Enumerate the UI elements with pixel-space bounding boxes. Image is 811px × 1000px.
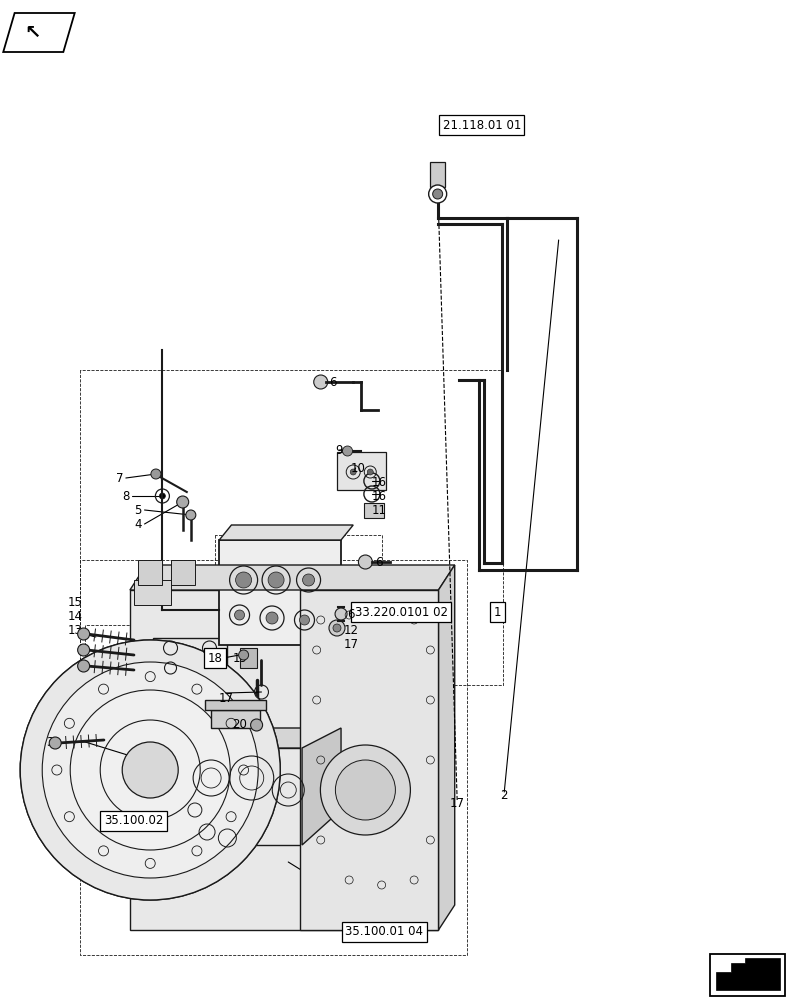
- Text: 33.220.0101 02: 33.220.0101 02: [354, 605, 448, 618]
- Text: 16: 16: [371, 476, 386, 488]
- Text: 7: 7: [116, 472, 124, 485]
- Circle shape: [234, 610, 244, 620]
- Text: 20: 20: [232, 718, 247, 732]
- Polygon shape: [185, 728, 341, 748]
- Text: 5: 5: [134, 504, 142, 516]
- Polygon shape: [211, 710, 260, 728]
- Circle shape: [299, 615, 309, 625]
- Text: 18: 18: [208, 652, 222, 664]
- Polygon shape: [438, 565, 454, 930]
- Circle shape: [159, 493, 165, 499]
- Text: 35.100.02: 35.100.02: [104, 814, 163, 827]
- Bar: [138, 560, 162, 585]
- Circle shape: [238, 650, 248, 660]
- Circle shape: [303, 574, 314, 586]
- Text: 17: 17: [343, 639, 358, 652]
- Polygon shape: [3, 13, 75, 52]
- Polygon shape: [130, 565, 454, 590]
- Text: 13: 13: [67, 624, 82, 637]
- Text: 8: 8: [122, 489, 130, 502]
- Circle shape: [78, 660, 89, 672]
- Text: 6: 6: [328, 376, 337, 389]
- Circle shape: [333, 624, 341, 632]
- Bar: [130, 590, 438, 930]
- Polygon shape: [219, 525, 353, 540]
- Text: 10: 10: [350, 462, 365, 475]
- Circle shape: [328, 620, 345, 636]
- Circle shape: [335, 760, 395, 820]
- Text: 17: 17: [218, 692, 233, 704]
- Circle shape: [358, 555, 372, 569]
- Text: 6: 6: [346, 607, 354, 620]
- Circle shape: [251, 719, 262, 731]
- Polygon shape: [715, 958, 779, 990]
- Polygon shape: [152, 638, 227, 720]
- Circle shape: [350, 469, 356, 475]
- Text: 2: 2: [500, 789, 508, 802]
- Text: 1: 1: [493, 605, 500, 618]
- Bar: [337, 452, 385, 490]
- Circle shape: [186, 510, 195, 520]
- Circle shape: [266, 612, 277, 624]
- Circle shape: [367, 469, 373, 475]
- Text: 17: 17: [449, 797, 464, 810]
- Text: 14: 14: [67, 610, 82, 624]
- Polygon shape: [324, 728, 341, 845]
- Circle shape: [49, 737, 61, 749]
- Text: 21.118.01 01: 21.118.01 01: [442, 119, 521, 132]
- Circle shape: [20, 640, 280, 900]
- Circle shape: [313, 375, 328, 389]
- Polygon shape: [204, 700, 266, 710]
- Polygon shape: [150, 762, 185, 820]
- Circle shape: [122, 742, 178, 798]
- Bar: [239, 648, 257, 668]
- Text: 3: 3: [46, 736, 54, 748]
- Text: 16: 16: [371, 489, 386, 502]
- Circle shape: [342, 446, 352, 456]
- Circle shape: [432, 189, 442, 199]
- Text: 9: 9: [335, 444, 343, 456]
- Bar: [710, 954, 784, 996]
- Text: 12: 12: [343, 624, 358, 637]
- Polygon shape: [185, 748, 324, 845]
- Text: 35.100.01 04: 35.100.01 04: [345, 925, 423, 938]
- Bar: [170, 560, 195, 585]
- Text: 6: 6: [375, 556, 383, 570]
- Circle shape: [268, 572, 284, 588]
- Bar: [134, 580, 170, 605]
- Circle shape: [428, 185, 446, 203]
- Bar: [363, 503, 384, 518]
- Bar: [430, 162, 444, 187]
- Circle shape: [20, 640, 280, 900]
- Circle shape: [42, 662, 258, 878]
- Circle shape: [78, 644, 89, 656]
- Text: 15: 15: [67, 595, 82, 608]
- Circle shape: [320, 745, 410, 835]
- Circle shape: [151, 469, 161, 479]
- Circle shape: [78, 628, 89, 640]
- Text: 19: 19: [233, 652, 247, 664]
- Text: ↖: ↖: [24, 23, 41, 42]
- Circle shape: [177, 496, 188, 508]
- Bar: [219, 540, 341, 645]
- Text: 11: 11: [371, 504, 386, 516]
- Bar: [300, 590, 438, 930]
- Circle shape: [335, 608, 346, 620]
- Text: 4: 4: [134, 518, 142, 532]
- Circle shape: [235, 572, 251, 588]
- Circle shape: [70, 690, 230, 850]
- Polygon shape: [302, 728, 341, 845]
